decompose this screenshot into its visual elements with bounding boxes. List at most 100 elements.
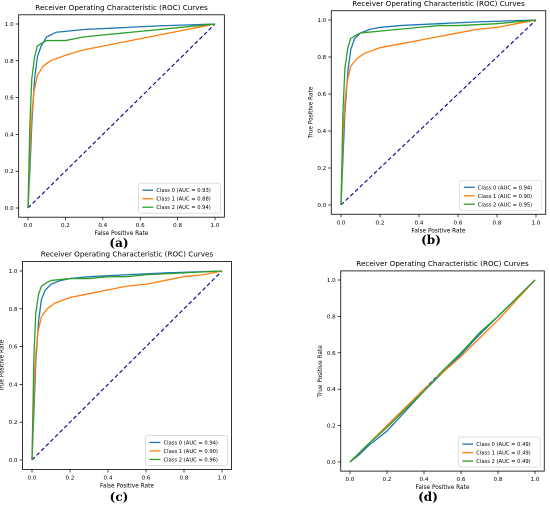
y-tick-label-d: 0.0 [327, 460, 336, 466]
chart-title-c: Receiver Operating Characteristic (ROC) … [41, 250, 214, 259]
y-axis-label-a: True Positive Rate [0, 90, 2, 143]
x-tick-label-b: 1.0 [532, 220, 541, 226]
x-tick-label-c: 0.8 [180, 475, 189, 481]
x-tick-label-b: 0.6 [454, 220, 463, 226]
x-tick-label-b: 0.2 [376, 220, 385, 226]
x-tick-label-b: 0.4 [415, 220, 424, 226]
x-tick-label-c: 0.6 [142, 475, 151, 481]
roc-curve-class-2-d [349, 279, 536, 463]
roc-curve-class-1-b [340, 19, 537, 206]
y-tick-label-b: 0.0 [317, 203, 326, 209]
plot-frame-b [330, 10, 547, 215]
legend-label-1-b: Class 1 (AUC = 0.90) [478, 194, 532, 200]
caption-d: (d) [418, 490, 438, 504]
chance-diagonal-c [31, 270, 223, 461]
x-tick-label-a: 0.6 [136, 223, 145, 229]
roc-chart-a: Receiver Operating Characteristic (ROC) … [0, 3, 225, 237]
roc-panel-d: Receiver Operating Characteristic (ROC) … [275, 255, 550, 510]
y-axis-label-c: True Positive Rate [0, 339, 6, 392]
y-tick-label-b: 0.6 [317, 92, 326, 98]
roc-chart-b: Receiver Operating Characteristic (ROC) … [308, 0, 547, 234]
legend-label-0-a: Class 0 (AUC = 0.93) [156, 188, 210, 194]
x-tick-label-c: 0.0 [28, 475, 37, 481]
y-tick-label-d: 1.0 [327, 278, 336, 284]
chart-title-a: Receiver Operating Characteristic (ROC) … [35, 3, 208, 12]
y-tick-label-d: 0.4 [327, 387, 336, 393]
x-tick-label-d: 0.0 [346, 477, 355, 483]
caption-c: (c) [109, 490, 129, 504]
legend-label-1-d: Class 1 (AUC = 0.49) [476, 451, 530, 457]
x-tick-label-c: 1.0 [218, 475, 227, 481]
y-tick-label-d: 0.2 [327, 424, 336, 430]
x-tick-label-d: 0.4 [420, 477, 429, 483]
roc-curve-class-2-a [27, 23, 216, 209]
x-tick-label-b: 0.0 [337, 220, 346, 226]
legend-label-2-d: Class 2 (AUC = 0.49) [476, 459, 530, 465]
y-tick-label-c: 0.6 [9, 345, 18, 351]
x-tick-label-c: 0.4 [104, 475, 113, 481]
roc-panel-c: Receiver Operating Characteristic (ROC) … [0, 250, 275, 510]
x-tick-label-d: 0.6 [457, 477, 466, 483]
y-tick-label-a: 0.0 [5, 206, 14, 212]
legend-label-0-b: Class 0 (AUC = 0.94) [478, 185, 532, 191]
roc-panel-b: Receiver Operating Characteristic (ROC) … [275, 0, 550, 255]
x-tick-label-a: 0.0 [24, 223, 33, 229]
legend-label-2-c: Class 2 (AUC = 0.96) [164, 457, 218, 463]
x-axis-label-d: False Positive Rate [416, 485, 470, 491]
x-axis-label-a: False Positive Rate [95, 231, 149, 237]
chart-title-b: Receiver Operating Characteristic (ROC) … [352, 0, 525, 8]
y-tick-label-b: 0.8 [317, 55, 326, 61]
roc-chart-c: Receiver Operating Characteristic (ROC) … [0, 250, 232, 489]
caption-b: (b) [421, 233, 441, 247]
roc-curve-class-2-b [340, 19, 537, 206]
roc-curve-class-2-c [31, 270, 223, 461]
y-tick-label-b: 1.0 [317, 18, 326, 24]
roc-curve-class-1-c [31, 270, 223, 461]
x-tick-label-a: 0.8 [173, 223, 182, 229]
legend-label-2-b: Class 2 (AUC = 0.95) [478, 202, 532, 208]
y-tick-label-d: 0.6 [327, 351, 336, 357]
plot-frame-c [22, 261, 232, 470]
chance-diagonal-b [340, 19, 537, 206]
y-tick-label-c: 1.0 [9, 269, 18, 275]
y-tick-label-c: 0.4 [9, 382, 18, 388]
y-tick-label-a: 0.8 [5, 59, 14, 65]
legend-label-0-d: Class 0 (AUC = 0.49) [476, 442, 530, 448]
y-tick-label-a: 0.4 [5, 132, 14, 138]
x-tick-label-d: 0.8 [494, 477, 503, 483]
legend-label-0-c: Class 0 (AUC = 0.94) [164, 440, 218, 446]
roc-chart-d: Receiver Operating Characteristic (ROC) … [318, 259, 545, 491]
y-tick-label-c: 0.0 [9, 458, 18, 464]
y-tick-label-c: 0.2 [9, 420, 18, 426]
y-tick-label-d: 0.8 [327, 314, 336, 320]
legend-box-a [138, 182, 221, 214]
legend-label-1-a: Class 1 (AUC = 0.88) [156, 197, 210, 203]
y-tick-label-b: 0.2 [317, 166, 326, 172]
legend-box-c [145, 435, 228, 466]
x-tick-label-a: 0.2 [61, 223, 70, 229]
plot-frame-d [340, 270, 545, 472]
plot-frame-a [18, 14, 225, 218]
chart-title-d: Receiver Operating Characteristic (ROC) … [356, 259, 529, 268]
y-tick-label-a: 0.2 [5, 169, 14, 175]
x-tick-label-d: 0.2 [383, 477, 392, 483]
y-tick-label-a: 1.0 [5, 22, 14, 28]
x-axis-label-c: False Positive Rate [100, 483, 154, 489]
y-axis-label-d: True Positive Rate [318, 345, 324, 398]
x-tick-label-a: 0.4 [98, 223, 107, 229]
legend-box-b [459, 179, 543, 211]
chance-diagonal-a [27, 23, 216, 209]
roc-panel-a: Receiver Operating Characteristic (ROC) … [0, 0, 275, 255]
x-axis-label-b: False Positive Rate [412, 228, 466, 234]
y-tick-label-b: 0.4 [317, 129, 326, 135]
legend-box-d [457, 436, 541, 468]
y-tick-label-a: 0.6 [5, 96, 14, 102]
x-tick-label-d: 1.0 [531, 477, 540, 483]
legend-label-1-c: Class 1 (AUC = 0.90) [164, 449, 218, 455]
legend-label-2-a: Class 2 (AUC = 0.94) [156, 205, 210, 211]
x-tick-label-c: 0.2 [66, 475, 75, 481]
caption-a: (a) [109, 236, 129, 250]
y-axis-label-b: True Positive Rate [308, 86, 314, 139]
x-tick-label-b: 0.8 [493, 220, 502, 226]
y-tick-label-c: 0.8 [9, 307, 18, 313]
